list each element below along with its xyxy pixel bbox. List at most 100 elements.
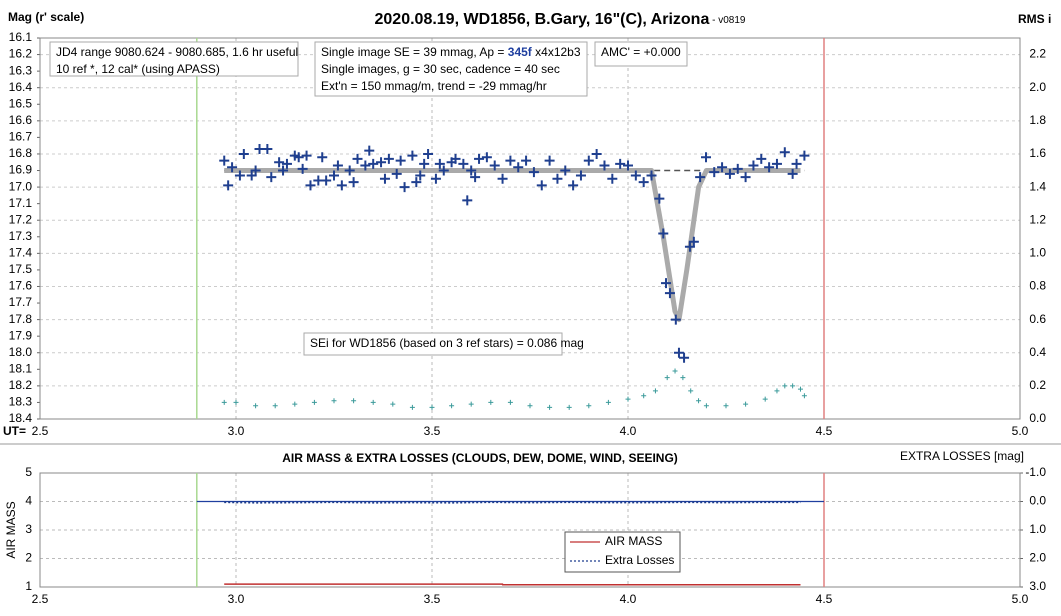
legend-box [564,531,681,573]
annotation-text: AMC' = +0.000 [601,45,681,59]
data-point [281,158,292,169]
data-point [462,195,473,206]
data-point [507,399,513,405]
y-tick-label: 18.4 [9,411,33,425]
data-point [695,172,706,183]
legend-label: AIR MASS [605,534,662,548]
data-point [415,170,426,181]
y-tick-label: 16.8 [9,146,33,160]
y2-tick-label: 1.6 [1029,146,1046,160]
annotation-box [49,41,299,77]
data-point [658,228,669,239]
data-point [391,168,402,179]
data-point [262,143,273,154]
data-point [513,162,524,173]
data-point [253,403,259,409]
x-axis-label: UT= [3,424,26,438]
x-tick-label: 2.5 [32,592,49,606]
y-tick-label: 18.1 [9,361,33,375]
data-point [297,163,308,174]
data-point [743,401,749,407]
data-point [468,401,474,407]
annotation-text: JD4 range 9080.624 - 9080.685, 1.6 hr us… [56,45,298,59]
annotation-segment: AMC' = +0.000 [601,45,681,59]
data-point [528,167,539,178]
y2-tick-label: 1.8 [1029,113,1046,127]
data-point [497,173,508,184]
y-tick-label: 16.4 [9,80,33,94]
data-point [679,352,690,363]
y-tick-label: 16.6 [9,113,33,127]
data-point [661,278,672,289]
y-tick-label: 17.8 [9,312,33,326]
data-point [219,155,230,166]
data-point [566,404,572,410]
data-point [779,147,790,158]
y-tick-label: 17.9 [9,328,33,342]
data-point [599,160,610,171]
data-point [411,177,422,188]
plot-frame [39,37,1021,420]
y-tick-label: 3 [25,522,32,536]
annotation-segment: Ext'n = 150 mmag/m, trend = -29 mmag/hr [321,79,547,93]
y-tick-label: 4 [25,494,32,508]
data-point [278,165,289,176]
data-point [438,165,449,176]
data-point [654,193,665,204]
data-point [336,180,347,191]
y-tick-label: 17.2 [9,212,33,226]
data-point [301,150,312,161]
annotation-text: 10 ref *, 12 cal* (using APASS) [56,62,220,76]
x-tick-label: 3.0 [228,424,245,438]
data-point [305,180,316,191]
data-point [331,398,337,404]
y-tick-label: 17.1 [9,196,33,210]
data-point [489,160,500,171]
annotation-segment: SEi for WD1856 (based on 3 ref stars) = … [310,336,584,350]
y-tick-label: 17.6 [9,279,33,293]
y-tick-label: 17.4 [9,246,33,260]
data-point [638,177,649,188]
data-point [223,180,234,191]
x-tick-label: 3.5 [424,592,441,606]
annotation-text: Single image SE = 39 mmag, Ap = 345f x4x… [321,45,581,59]
data-point [774,388,780,394]
data-point [646,170,657,181]
data-point [429,404,435,410]
chart-title: 2020.08.19, WD1856, B.Gary, 16"(C), Ariz… [375,11,746,28]
data-point [630,170,641,181]
data-point [423,148,434,159]
data-point [266,172,277,183]
data-point [238,148,249,159]
y2-tick-label: 1.0 [1029,246,1046,260]
annotation-box [314,41,588,97]
data-point [250,165,261,176]
data-point [652,388,658,394]
y-tick-label: 16.2 [9,47,33,61]
data-point [332,160,343,171]
data-point [607,173,618,184]
data-point [399,182,410,193]
y-tick-label: 18.3 [9,395,33,409]
data-point [748,160,759,171]
annotation-text: Single images, g = 30 sec, cadence = 40 … [321,62,560,76]
data-point [470,172,481,183]
data-point [458,158,469,169]
data-point [782,383,788,389]
data-point [474,153,485,164]
data-point [762,396,768,402]
data-point [292,401,298,407]
data-point [797,386,803,392]
data-point [756,153,767,164]
data-point [352,153,363,164]
y-tick-label: 2 [25,551,32,565]
data-point [351,398,357,404]
data-point [670,314,681,325]
x-tick-label: 2.5 [32,424,49,438]
plot-frame [39,472,1021,588]
data-point [696,398,702,404]
data-point [450,153,461,164]
x-tick-label: 4.5 [816,592,833,606]
